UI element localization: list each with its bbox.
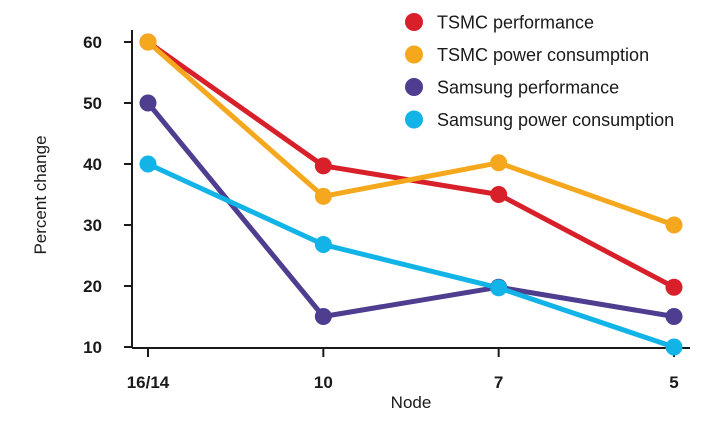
data-point-samsung-power-consumption: [314, 236, 332, 254]
data-point-tsmc-power-consumption: [490, 154, 508, 172]
legend-label: Samsung performance: [437, 78, 619, 98]
series-line-samsung-performance: [145, 100, 677, 319]
data-point-samsung-performance: [665, 308, 683, 325]
y-tick-label: 60: [83, 33, 102, 52]
data-point-tsmc-performance: [314, 157, 332, 175]
series-points: [139, 33, 683, 356]
y-ticks: 10 20 30 40 50 60: [83, 33, 132, 357]
data-point-samsung-power-consumption: [665, 338, 683, 356]
x-tick-label: 16/14: [127, 373, 170, 392]
legend-label: TSMC performance: [437, 13, 594, 33]
y-tick-label: 20: [83, 277, 102, 296]
data-point-samsung-power-consumption: [139, 155, 157, 173]
x-axis-title: Node: [391, 393, 432, 412]
axes: [131, 30, 690, 349]
data-point-samsung-power-consumption: [490, 279, 508, 297]
legend-label: TSMC power consumption: [437, 45, 649, 65]
y-tick-label: 50: [83, 94, 102, 113]
y-tick-label: 30: [83, 216, 102, 235]
x-tick-label: 7: [494, 373, 503, 392]
legend-label: Samsung power consumption: [437, 110, 674, 130]
x-tick-label: 10: [314, 373, 333, 392]
data-point-tsmc-performance: [665, 278, 683, 296]
x-tick-label: 5: [669, 373, 678, 392]
legend-swatch: [405, 110, 423, 129]
y-tick-label: 40: [83, 155, 102, 174]
series-layer: [139, 33, 683, 356]
data-point-samsung-performance: [139, 94, 157, 112]
data-point-tsmc-power-consumption: [139, 33, 157, 51]
series-lines: [145, 39, 677, 350]
x-ticks: 16/14 10 7 5: [127, 348, 679, 392]
legend-swatch: [405, 45, 423, 64]
series-line-tsmc-power-consumption: [145, 39, 677, 228]
series-line-samsung-power-consumption: [145, 161, 677, 350]
legend-swatch: [405, 78, 423, 96]
data-point-tsmc-power-consumption: [314, 187, 332, 205]
data-point-samsung-performance: [314, 308, 332, 325]
data-point-tsmc-power-consumption: [665, 216, 683, 234]
y-tick-label: 10: [83, 338, 102, 357]
y-axis-title: Percent change: [31, 135, 50, 254]
legend: TSMC performance TSMC power consumption Sa…: [405, 13, 674, 130]
legend-swatch: [405, 13, 423, 31]
data-point-tsmc-performance: [490, 186, 508, 203]
